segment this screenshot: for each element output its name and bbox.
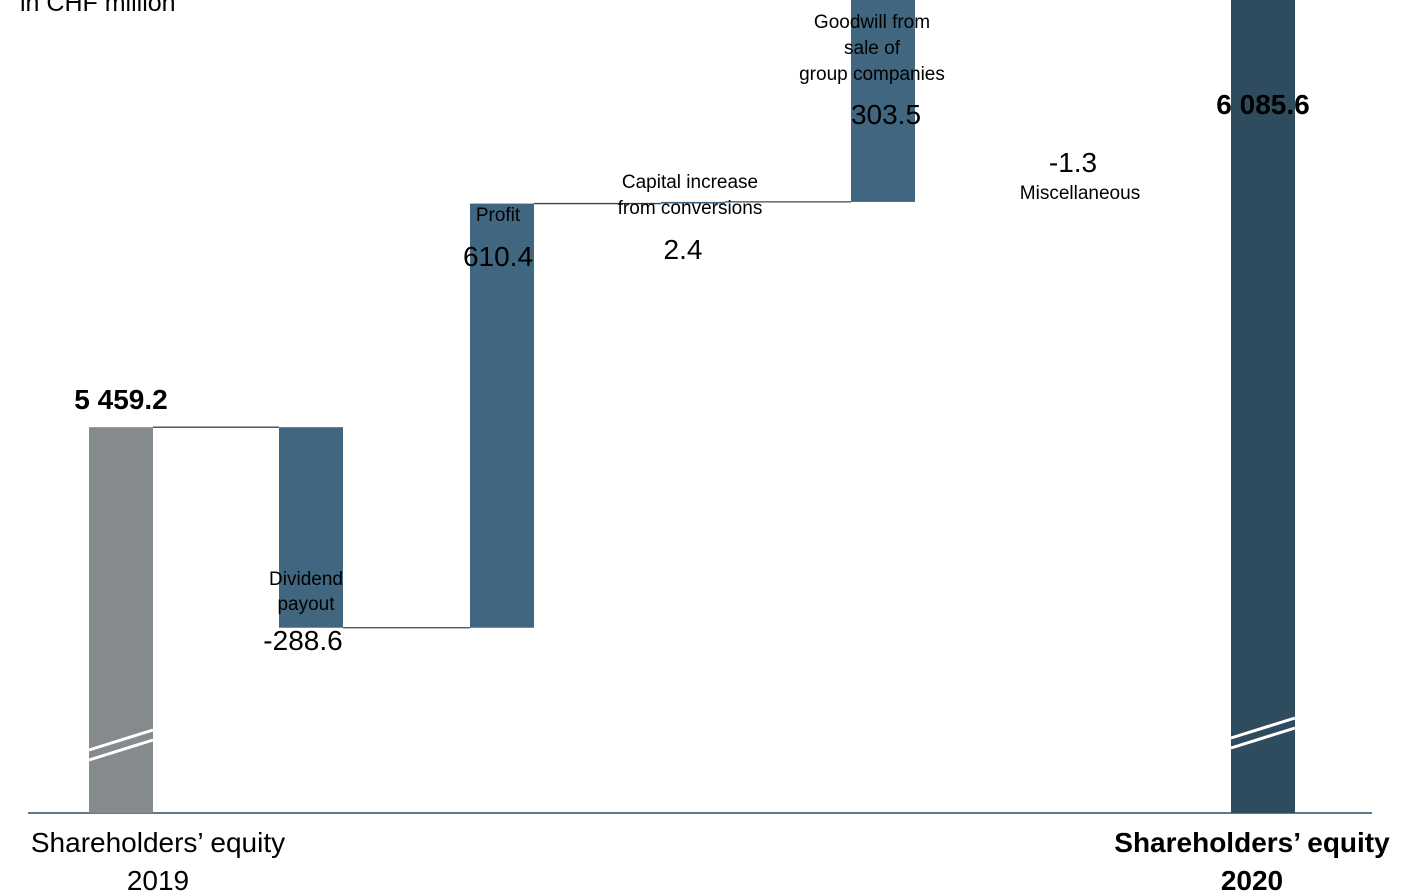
end-total-bar [1231, 0, 1295, 813]
start-total-bar [89, 427, 153, 813]
category-label: Goodwill from [814, 12, 930, 33]
category-label: payout [277, 594, 335, 615]
axis-break-mark [88, 728, 154, 752]
axis-break-marks [88, 716, 1296, 762]
category-label: Shareholders’ equity [31, 827, 285, 858]
category-label: group companies [799, 64, 945, 85]
value-label: 2.4 [664, 234, 703, 265]
category-label: Shareholders’ equity [1114, 827, 1390, 858]
value-label: 610.4 [463, 241, 533, 272]
axis-break-mark [1230, 716, 1296, 740]
change-bar [661, 201, 725, 204]
value-label: -288.6 [263, 625, 342, 656]
axis-break-mark [1230, 726, 1296, 750]
category-label: 2020 [1221, 865, 1283, 892]
category-label-group: Shareholders’ equity 2019 Shareholders’ eq… [31, 12, 1390, 892]
category-label: Dividend [269, 569, 343, 590]
category-label: 2019 [127, 865, 189, 892]
bar-group [89, 0, 1295, 813]
unit-label: in CHF million [20, 0, 176, 17]
value-label: 5 459.2 [74, 384, 167, 415]
connector-lines [153, 201, 851, 629]
value-label: -1.3 [1049, 147, 1097, 178]
value-label: 6 085.6 [1216, 89, 1309, 120]
category-label: sale of [844, 38, 901, 59]
change-bar [279, 427, 343, 628]
change-bar [851, 0, 915, 202]
value-label: 303.5 [851, 99, 921, 130]
category-label: Miscellaneous [1020, 183, 1140, 204]
category-label: Capital increase [622, 172, 758, 193]
change-bar [470, 203, 534, 628]
category-label: Profit [476, 205, 521, 226]
value-label-group: 5 459.2 -288.6 610.4 2.4 303.5 -1.3 6 085.6 [74, 89, 1309, 656]
category-label: from conversions [618, 198, 763, 219]
axis-break-mark [88, 738, 154, 762]
